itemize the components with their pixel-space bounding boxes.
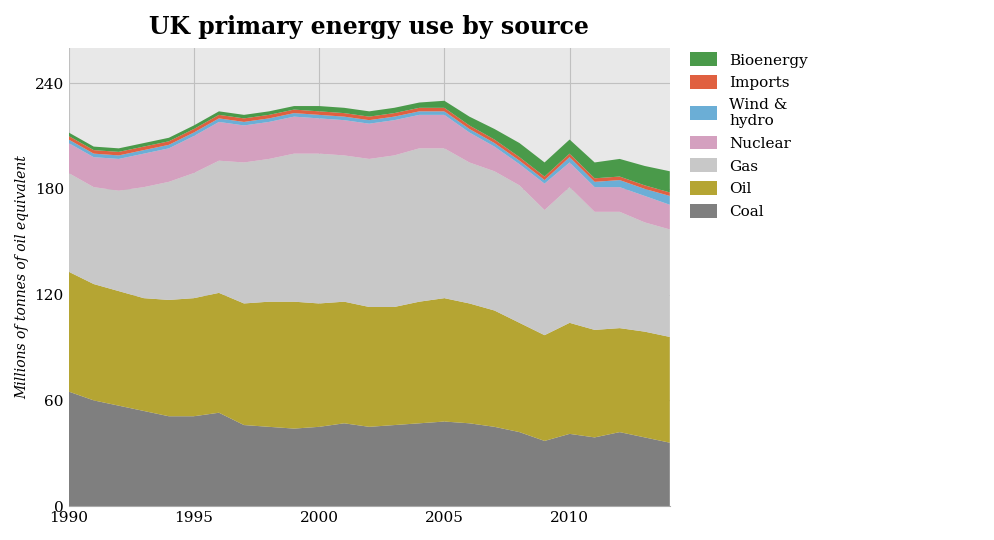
- Title: UK primary energy use by source: UK primary energy use by source: [149, 15, 588, 39]
- Y-axis label: Millions of tonnes of oil equivalent: Millions of tonnes of oil equivalent: [15, 155, 29, 399]
- Legend: Bioenergy, Imports, Wind &
hydro, Nuclear, Gas, Oil, Coal: Bioenergy, Imports, Wind & hydro, Nuclea…: [683, 46, 813, 225]
